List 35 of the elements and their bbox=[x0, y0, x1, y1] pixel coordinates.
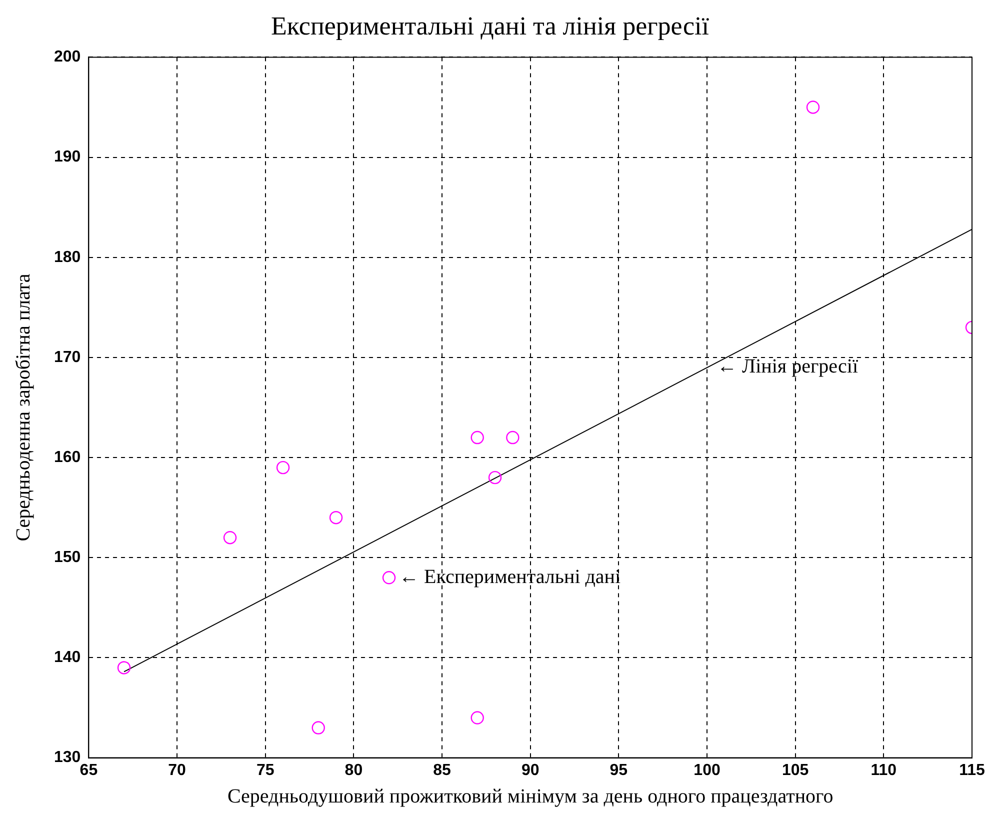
annotation: ← Експериментальні дані bbox=[399, 566, 622, 588]
y-tick-label: 200 bbox=[54, 48, 81, 66]
y-tick-label: 180 bbox=[54, 248, 81, 266]
x-tick-label: 95 bbox=[610, 762, 628, 779]
point bbox=[488, 470, 502, 484]
point bbox=[329, 510, 343, 524]
x-tick-label: 90 bbox=[521, 762, 540, 779]
point bbox=[223, 531, 237, 544]
x-tick-label: 65 bbox=[80, 762, 98, 779]
x-tick-label: 70 bbox=[168, 762, 186, 779]
point bbox=[506, 430, 520, 444]
point bbox=[470, 711, 484, 724]
y-axis-title: Середньоденна заробітна плата bbox=[12, 274, 34, 542]
x-tick-label: 100 bbox=[694, 762, 720, 779]
y-tick-label: 170 bbox=[54, 348, 81, 366]
point bbox=[312, 721, 325, 734]
y-tick-label: 160 bbox=[54, 448, 81, 466]
x-tick-label: 105 bbox=[782, 762, 809, 779]
annotation: ← Лінія регресії bbox=[717, 356, 858, 378]
x-tick-label: 110 bbox=[870, 762, 897, 779]
point bbox=[470, 430, 484, 444]
x-tick-label: 115 bbox=[959, 762, 986, 779]
x-tick-label: 75 bbox=[256, 762, 274, 779]
y-tick-label: 130 bbox=[54, 749, 81, 766]
x-axis-title: Середньодушовий прожитковий мінімум за день одного працездатного bbox=[227, 785, 834, 808]
y-tick-label: 140 bbox=[54, 649, 81, 666]
y-tick-label: 190 bbox=[54, 148, 81, 166]
y-tick-label: 150 bbox=[54, 549, 81, 566]
point bbox=[382, 571, 396, 584]
point bbox=[806, 100, 820, 114]
point bbox=[117, 661, 131, 674]
x-tick-label: 85 bbox=[433, 762, 452, 779]
x-tick-label: 80 bbox=[344, 762, 363, 779]
point bbox=[276, 460, 290, 474]
chart-title: Експериментальні дані та лінія регресії bbox=[271, 11, 710, 40]
